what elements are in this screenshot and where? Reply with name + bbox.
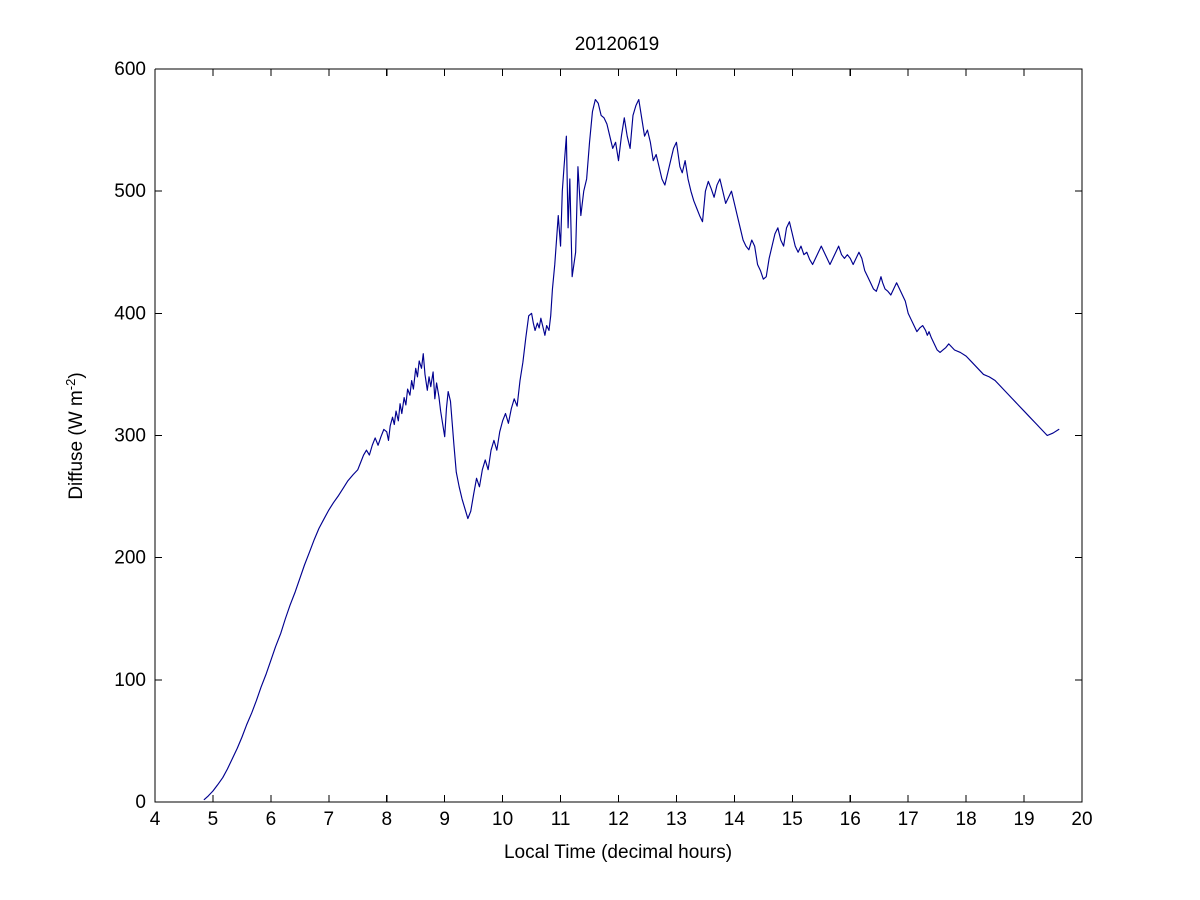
chart-title: 20120619 [575,34,660,55]
y-tick-label-0: 0 [135,792,146,813]
x-tick-label-9: 9 [439,809,450,830]
x-tick-label-19: 19 [1013,809,1034,830]
x-tick-label-7: 7 [324,809,335,830]
y-tick-label-200: 200 [114,548,146,569]
y-axis-title: Diffuse (W m-2) [63,372,87,499]
x-tick-label-15: 15 [782,809,803,830]
x-tick-label-4: 4 [150,809,161,830]
y-axis-ticks [155,68,1082,803]
x-tick-label-16: 16 [840,809,861,830]
y-tick-label-300: 300 [114,426,146,447]
x-axis-title: Local Time (decimal hours) [504,842,732,863]
x-tick-label-11: 11 [551,809,571,830]
y-tick-label-500: 500 [114,181,146,202]
x-tick-label-12: 12 [608,809,629,830]
x-tick-label-17: 17 [898,809,919,830]
y-axis-title-close: ) [66,372,87,378]
y-axis-title-superscript: -2 [63,379,78,391]
x-axis-tick-labels: 4 5 6 7 8 9 10 11 12 13 14 15 16 17 18 19 20 [150,809,1093,830]
y-axis-tick-labels: 0 100 200 300 400 500 600 [114,59,146,813]
y-axis-title-main: Diffuse (W m [66,390,87,499]
x-tick-label-5: 5 [208,809,219,830]
data-series-group [203,98,1060,801]
y-tick-label-400: 400 [114,303,146,324]
y-tick-label-600: 600 [114,59,146,80]
x-axis-ticks [154,69,1083,802]
y-tick-label-100: 100 [114,670,146,691]
x-tick-label-8: 8 [381,809,392,830]
data-line-0 [203,98,1060,801]
x-tick-label-10: 10 [492,809,513,830]
x-tick-label-20: 20 [1071,809,1092,830]
x-tick-label-6: 6 [266,809,277,830]
x-tick-label-14: 14 [724,809,746,830]
x-tick-label-13: 13 [666,809,687,830]
x-tick-label-18: 18 [956,809,977,830]
